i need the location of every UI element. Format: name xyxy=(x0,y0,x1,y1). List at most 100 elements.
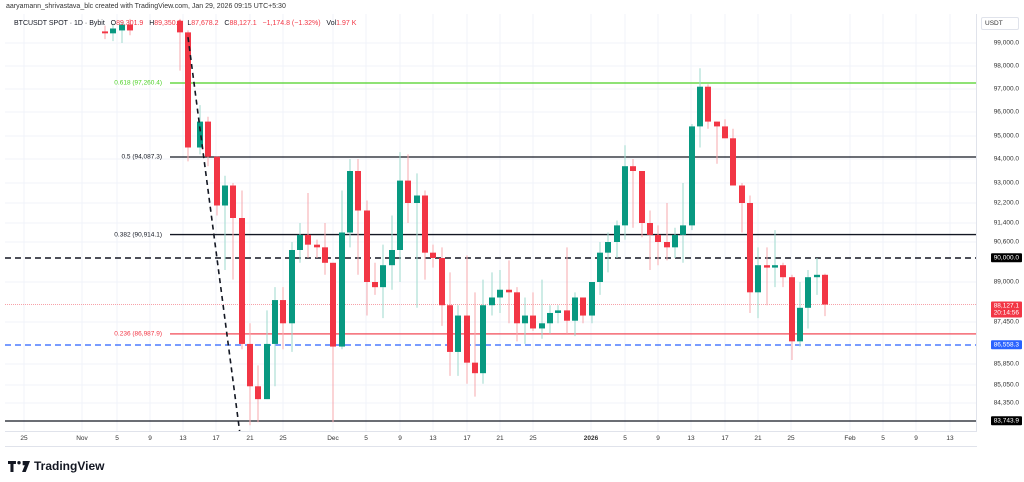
candle-down xyxy=(177,20,183,33)
candle-down xyxy=(364,210,370,282)
candle-down xyxy=(747,203,753,293)
price-axis[interactable]: USDT 99,000.0 98,000.0 97,000.0 96,000.0 95,… xyxy=(977,14,1024,431)
fibonacci-label: 0.382 (90,914.1) xyxy=(114,231,162,239)
candle-down xyxy=(714,121,720,127)
candle-up xyxy=(197,121,203,148)
chart-container[interactable]: 0.618 (97,260.4) 0.5 (94,087.3) 0.382 (90,… xyxy=(0,14,1024,456)
trendline-dashed xyxy=(187,37,241,431)
time-axis[interactable]: 25 Nov 5 9 13 17 21 25 Dec 5 9 13 17 21 25 2026 5 9 13 17 21… xyxy=(5,431,977,447)
candle-down xyxy=(789,277,795,342)
candle-up xyxy=(380,265,386,288)
candle-up xyxy=(755,265,761,293)
candle-down xyxy=(630,166,636,171)
candle-down xyxy=(447,305,453,352)
price-tick-label: 85,050.0 xyxy=(993,381,1019,389)
candle-up xyxy=(539,323,545,329)
low-label: L xyxy=(187,20,192,27)
candle-up xyxy=(110,28,116,34)
time-tick-label: 25 xyxy=(279,435,287,442)
price-badge: 83,743.9 xyxy=(990,416,1022,426)
price-badge-value: 86,558.3 xyxy=(993,341,1019,349)
candle-up xyxy=(697,86,703,127)
price-tick-label: 91,400.0 xyxy=(993,219,1019,227)
open-label: O xyxy=(110,20,117,27)
fibonacci-label: 0.5 (94,087.3) xyxy=(121,153,162,161)
candle-up xyxy=(119,24,125,31)
candle-down xyxy=(405,180,411,203)
candle-up xyxy=(589,282,595,316)
candle-down xyxy=(239,218,245,344)
candle-up xyxy=(689,126,695,226)
candle-up xyxy=(814,274,820,278)
price-badge-value: 83,743.9 xyxy=(993,417,1019,425)
price-badge: 90,000.0 xyxy=(990,253,1022,263)
price-tick-label: 99,000.0 xyxy=(993,39,1019,47)
time-tick-label: 13 xyxy=(429,435,437,442)
candle-up xyxy=(480,305,486,374)
candle-down xyxy=(330,262,336,347)
candle-up xyxy=(339,232,345,347)
price-tick-label: 90,600.0 xyxy=(993,238,1019,246)
candlestick-chart[interactable] xyxy=(5,14,977,431)
time-tick-label: 13 xyxy=(179,435,187,442)
candle-down xyxy=(472,362,478,374)
candle-down xyxy=(355,171,361,211)
candle-down xyxy=(422,195,428,253)
price-badge: 88,127.1 20:14:56 xyxy=(990,301,1022,318)
candle-up xyxy=(272,300,278,344)
candle-up xyxy=(572,297,578,321)
time-tick-label: 9 xyxy=(656,435,660,442)
candle-down xyxy=(647,223,653,235)
candle-up xyxy=(555,310,561,313)
plot-area[interactable]: 0.618 (97,260.4) 0.5 (94,087.3) 0.382 (90,… xyxy=(5,14,977,431)
high-value: 89,350.0 xyxy=(154,20,182,27)
candle-up xyxy=(414,195,420,203)
candle-up xyxy=(264,343,270,400)
currency-label[interactable]: USDT xyxy=(981,17,1019,30)
time-tick-label: 9 xyxy=(398,435,402,442)
price-tick-label: 94,000.0 xyxy=(993,155,1019,163)
time-tick-label: 17 xyxy=(212,435,220,442)
time-tick-label: 25 xyxy=(787,435,795,442)
candle-up xyxy=(489,297,495,306)
candle-down xyxy=(655,234,661,242)
candle-up xyxy=(347,171,353,233)
candle-down xyxy=(255,386,261,400)
candle-down xyxy=(730,138,736,186)
price-tick-label: 85,850.0 xyxy=(993,360,1019,368)
time-tick-label: Dec xyxy=(327,435,339,442)
candle-down xyxy=(822,274,828,305)
candle-down xyxy=(506,289,512,293)
price-tick-label: 95,000.0 xyxy=(993,132,1019,140)
candle-down xyxy=(205,121,211,157)
candle-down xyxy=(464,315,470,363)
time-tick-label: 13 xyxy=(687,435,695,442)
time-tick-label: 9 xyxy=(148,435,152,442)
price-tick-label: 87,450.0 xyxy=(993,318,1019,326)
candle-up xyxy=(497,289,503,298)
price-badge-value: 88,127.1 xyxy=(993,302,1019,310)
candle-down xyxy=(247,343,253,387)
candle-down xyxy=(514,292,520,324)
candle-up xyxy=(680,225,686,235)
candle-down xyxy=(305,234,311,245)
time-tick-label: 17 xyxy=(463,435,471,442)
candle-down xyxy=(705,86,711,122)
time-tick-label: Nov xyxy=(76,435,88,442)
price-tick-label: 98,000.0 xyxy=(993,62,1019,70)
candle-up xyxy=(797,307,803,342)
time-tick-label: 5 xyxy=(623,435,627,442)
tradingview-logo: TradingView xyxy=(8,459,104,473)
candle-down xyxy=(185,32,191,148)
close-value: 88,127.1 xyxy=(229,20,257,27)
price-tick-label: 97,000.0 xyxy=(993,85,1019,93)
candle-down xyxy=(322,247,328,263)
price-tick-label: 93,000.0 xyxy=(993,179,1019,187)
candle-up xyxy=(222,185,228,206)
price-badge-value: 90,000.0 xyxy=(993,254,1019,262)
candle-up xyxy=(672,234,678,248)
time-tick-label: 5 xyxy=(115,435,119,442)
price-tick-label: 96,000.0 xyxy=(993,108,1019,116)
time-tick-label: 21 xyxy=(754,435,762,442)
candle-up xyxy=(522,315,528,324)
